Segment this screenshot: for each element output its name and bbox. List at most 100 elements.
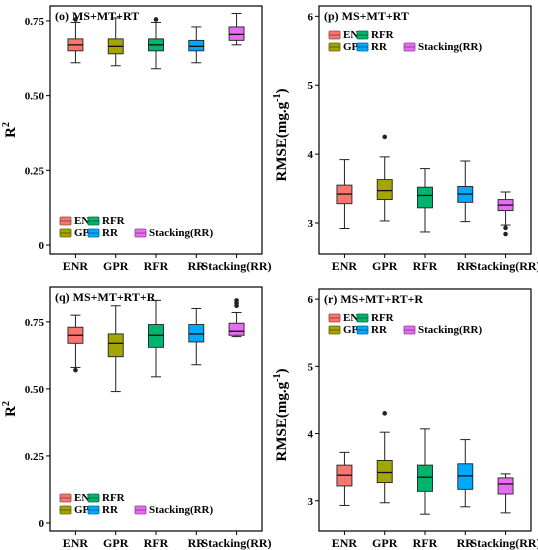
x-tick-label: GPR bbox=[103, 536, 129, 550]
box-iqr bbox=[457, 463, 474, 490]
outlier-point bbox=[73, 17, 78, 22]
y-axis-label-tail: ) bbox=[274, 369, 290, 374]
y-tick-label: 3 bbox=[308, 218, 314, 230]
legend-label: RFR bbox=[371, 312, 395, 324]
box-RFR bbox=[148, 299, 164, 378]
x-tick-label: Stacking(RR) bbox=[202, 259, 272, 273]
y-tick-label: 0 bbox=[39, 240, 45, 252]
box-iqr bbox=[188, 39, 205, 52]
x-tick-label: Stacking(RR) bbox=[471, 536, 538, 550]
legend-label: Stacking(RR) bbox=[149, 504, 214, 516]
box-iqr bbox=[497, 477, 514, 495]
box-GPR bbox=[376, 411, 393, 504]
y-tick-label: 0.75 bbox=[25, 16, 45, 28]
box-iqr bbox=[188, 324, 205, 343]
box-iqr bbox=[148, 324, 164, 348]
y-tick-label: 0.25 bbox=[25, 451, 45, 463]
box-Stacking(RR) bbox=[497, 473, 514, 514]
legend-label: RFR bbox=[102, 492, 126, 504]
x-tick-label: Stacking(RR) bbox=[202, 536, 272, 550]
panel-title: (q) MS+MT+RT+R bbox=[55, 290, 156, 304]
box-RR bbox=[188, 26, 205, 64]
panel-title: (r) MS+MT+RT+R bbox=[324, 292, 423, 306]
y-axis-label-main: RMSE(mg.g bbox=[274, 101, 290, 181]
x-tick-label: RR bbox=[188, 536, 206, 550]
y-axis-label-main: R bbox=[3, 406, 19, 417]
y-tick-label: 0.25 bbox=[25, 165, 45, 177]
x-tick-label: GPR bbox=[372, 536, 398, 550]
panel-title: (o) MS+MT+RT bbox=[55, 9, 139, 23]
y-axis-label-superscript: -1 bbox=[272, 374, 283, 382]
y-tick-label: 0 bbox=[39, 518, 45, 530]
x-tick-label: Stacking(RR) bbox=[471, 259, 538, 273]
legend-label: RR bbox=[102, 504, 119, 516]
outlier-point bbox=[503, 225, 508, 231]
outlier-point bbox=[503, 231, 508, 237]
y-tick-label: 4 bbox=[308, 429, 314, 441]
x-tick-label: RR bbox=[457, 259, 475, 273]
x-tick-label: RR bbox=[457, 536, 475, 550]
legend-label: RFR bbox=[371, 29, 395, 41]
y-axis-label: RMSE(mg.g-1) bbox=[272, 369, 290, 462]
outlier-point bbox=[234, 298, 239, 303]
outlier-point bbox=[382, 411, 388, 416]
outlier-point bbox=[73, 367, 78, 373]
box-Stacking(RR) bbox=[228, 12, 245, 46]
y-tick-label: 5 bbox=[308, 80, 314, 92]
box-RR bbox=[188, 307, 205, 366]
y-tick-label: 6 bbox=[308, 294, 314, 306]
box-RR bbox=[457, 439, 474, 508]
y-tick-label: 5 bbox=[308, 361, 314, 373]
y-axis-label: R2 bbox=[1, 401, 19, 417]
box-iqr bbox=[228, 322, 245, 336]
box-ENR bbox=[67, 314, 84, 373]
legend-label: RR bbox=[371, 41, 388, 53]
x-tick-label: RR bbox=[188, 259, 206, 273]
box-Stacking(RR) bbox=[228, 298, 245, 338]
box-iqr bbox=[107, 333, 124, 358]
legend-label: RR bbox=[371, 324, 388, 336]
x-tick-label: ENR bbox=[63, 536, 89, 550]
box-RFR bbox=[148, 17, 164, 70]
legend-label: RFR bbox=[102, 215, 126, 227]
box-ENR bbox=[67, 17, 84, 64]
y-axis-label-superscript: -1 bbox=[272, 94, 283, 102]
box-RFR bbox=[417, 168, 433, 233]
y-tick-label: 3 bbox=[308, 496, 314, 508]
outlier-point bbox=[153, 17, 159, 22]
y-tick-label: 4 bbox=[308, 149, 314, 161]
panel-title: (p) MS+MT+RT bbox=[324, 9, 409, 23]
box-GPR bbox=[107, 305, 124, 393]
x-tick-label: RFR bbox=[144, 536, 169, 550]
x-tick-label: ENR bbox=[332, 536, 358, 550]
y-tick-label: 0.75 bbox=[25, 317, 45, 329]
box-iqr bbox=[228, 26, 245, 41]
y-axis-label-superscript: 2 bbox=[1, 122, 12, 127]
x-tick-label: RFR bbox=[413, 259, 438, 273]
legend-label: Stacking(RR) bbox=[149, 227, 214, 239]
box-RR bbox=[457, 160, 474, 223]
x-tick-label: ENR bbox=[332, 259, 358, 273]
x-tick-label: RFR bbox=[413, 536, 438, 550]
x-tick-label: ENR bbox=[63, 259, 89, 273]
box-Stacking(RR) bbox=[497, 191, 514, 237]
y-axis-label: RMSE(mg.g-1) bbox=[272, 89, 290, 182]
legend-label: RR bbox=[102, 227, 119, 239]
x-tick-label: GPR bbox=[372, 259, 398, 273]
box-ENR bbox=[336, 451, 353, 506]
box-iqr bbox=[376, 179, 393, 201]
legend-label: Stacking(RR) bbox=[418, 41, 483, 53]
y-axis-label: R2 bbox=[1, 122, 19, 138]
x-tick-label: GPR bbox=[103, 259, 129, 273]
box-RFR bbox=[417, 428, 433, 515]
box-iqr bbox=[417, 464, 433, 492]
